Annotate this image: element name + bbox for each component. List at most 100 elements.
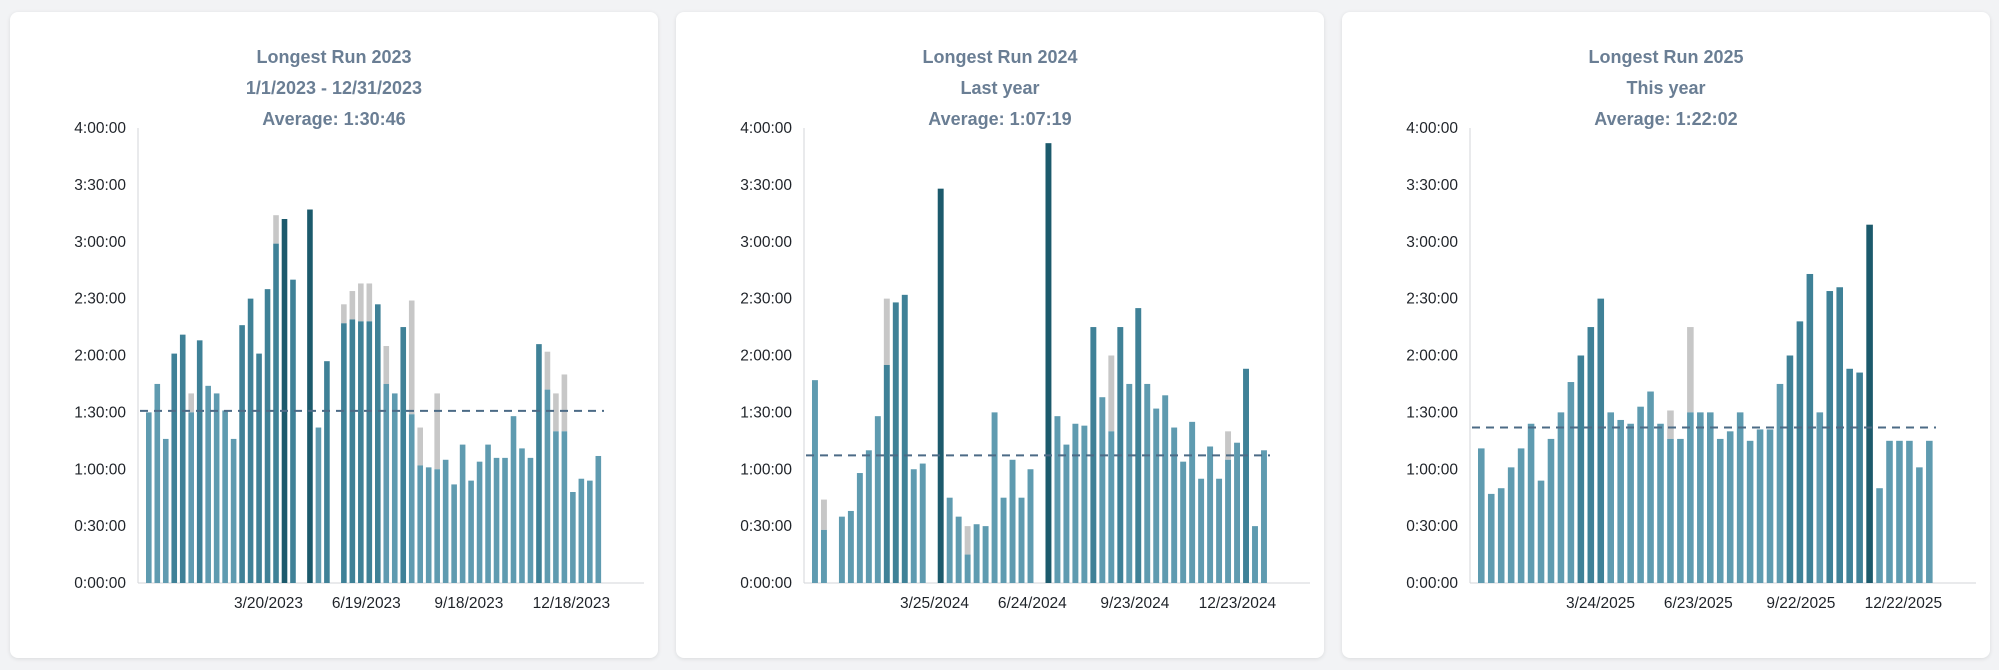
chart-card-2023: Longest Run 2023 1/1/2023 - 12/31/2023 A… — [10, 12, 658, 658]
bar — [847, 510, 854, 583]
bar — [510, 416, 517, 583]
bar — [561, 431, 568, 583]
bar — [1045, 143, 1052, 583]
bar — [1667, 438, 1674, 583]
bar-overlay — [883, 298, 890, 365]
bar — [1786, 355, 1794, 583]
bar — [358, 321, 364, 583]
chart-header-2024: Longest Run 2024 Last year Average: 1:07… — [676, 42, 1324, 135]
bar-overlay — [544, 351, 551, 390]
y-tick-label: 0:00:00 — [74, 575, 126, 592]
bar — [1135, 308, 1142, 583]
x-tick-label: 12/18/2023 — [533, 595, 611, 612]
bar — [1886, 440, 1893, 583]
bar — [1796, 321, 1804, 583]
y-tick-label: 0:00:00 — [740, 575, 792, 592]
bar — [1487, 493, 1495, 583]
bar-overlay — [1108, 355, 1115, 432]
bar — [1225, 459, 1232, 583]
x-tick-label: 12/22/2025 — [1865, 595, 1943, 612]
bar-overlay — [553, 393, 559, 432]
bar — [991, 412, 998, 583]
bar — [171, 353, 178, 583]
bar — [154, 383, 161, 583]
bar — [910, 469, 917, 583]
bar — [451, 484, 457, 583]
bar — [1697, 412, 1704, 583]
bar-overlay — [820, 499, 827, 530]
bar — [973, 524, 980, 583]
bar — [1756, 429, 1764, 583]
chart-average-label: Average: 1:30:46 — [262, 109, 406, 129]
bar — [1537, 480, 1545, 583]
bar — [290, 279, 296, 583]
bar — [955, 516, 962, 583]
chart-title: Longest Run 2024 — [922, 47, 1078, 67]
bar — [1687, 412, 1694, 583]
y-tick-label: 3:00:00 — [74, 234, 126, 251]
bar — [1846, 368, 1853, 583]
bar — [425, 467, 432, 583]
bar — [434, 469, 440, 583]
bar — [417, 465, 424, 583]
bar — [578, 478, 585, 583]
bar — [1816, 412, 1824, 583]
bar — [964, 554, 971, 583]
bar — [1856, 372, 1863, 583]
chart-subtitle: 1/1/2023 - 12/31/2023 — [245, 78, 423, 98]
bar — [874, 416, 881, 583]
y-tick-label: 2:00:00 — [74, 348, 126, 365]
bar — [1018, 497, 1025, 583]
bar-overlay — [1225, 431, 1232, 460]
bar — [1577, 355, 1585, 583]
bar — [1189, 421, 1196, 583]
y-tick-label: 1:00:00 — [740, 461, 792, 478]
bar — [1081, 425, 1088, 583]
bar — [536, 344, 542, 583]
bar — [1627, 423, 1634, 583]
bar-chart-2023: 0:00:00 0:30:00 1:00:00 1:30:00 2:00:00 2:30:… — [74, 120, 644, 612]
bar — [1647, 391, 1654, 583]
bar — [1497, 488, 1505, 583]
bar — [1677, 438, 1684, 583]
bar-overlay — [1687, 327, 1694, 413]
y-tick-label: 0:30:00 — [1406, 518, 1458, 535]
bar — [1162, 395, 1169, 583]
bar — [1876, 488, 1883, 583]
bar — [595, 455, 602, 583]
x-tick-label: 9/22/2025 — [1766, 595, 1835, 612]
bar — [459, 444, 466, 583]
bar — [1916, 467, 1923, 583]
x-tick-label: 6/24/2024 — [998, 595, 1067, 612]
bar — [146, 412, 152, 583]
bar — [307, 209, 313, 584]
y-tick-label: 4:00:00 — [740, 120, 792, 137]
bar-overlay — [408, 300, 415, 415]
bar — [519, 448, 525, 583]
bar — [1597, 298, 1605, 583]
y-tick-label: 2:00:00 — [1406, 348, 1458, 365]
bar — [1027, 469, 1034, 583]
bar-overlay — [964, 526, 971, 555]
bar — [1063, 444, 1070, 583]
y-tick-label: 1:30:00 — [740, 404, 792, 421]
y-tick-label: 3:00:00 — [740, 234, 792, 251]
bar-overlay — [273, 215, 279, 244]
bar — [408, 414, 415, 583]
bar — [1547, 438, 1555, 583]
bar — [442, 459, 449, 583]
bar — [281, 219, 288, 583]
x-tick-label: 9/18/2023 — [434, 595, 503, 612]
bar — [1637, 406, 1644, 583]
bar — [1054, 416, 1061, 583]
bar-overlay — [349, 291, 356, 320]
bar — [937, 188, 944, 583]
y-tick-label: 3:30:00 — [740, 177, 792, 194]
bar — [1261, 450, 1267, 583]
bar-overlay — [434, 393, 440, 470]
bar — [1746, 440, 1754, 583]
bar — [1216, 478, 1223, 583]
bar — [892, 302, 899, 583]
bar — [1180, 461, 1187, 583]
